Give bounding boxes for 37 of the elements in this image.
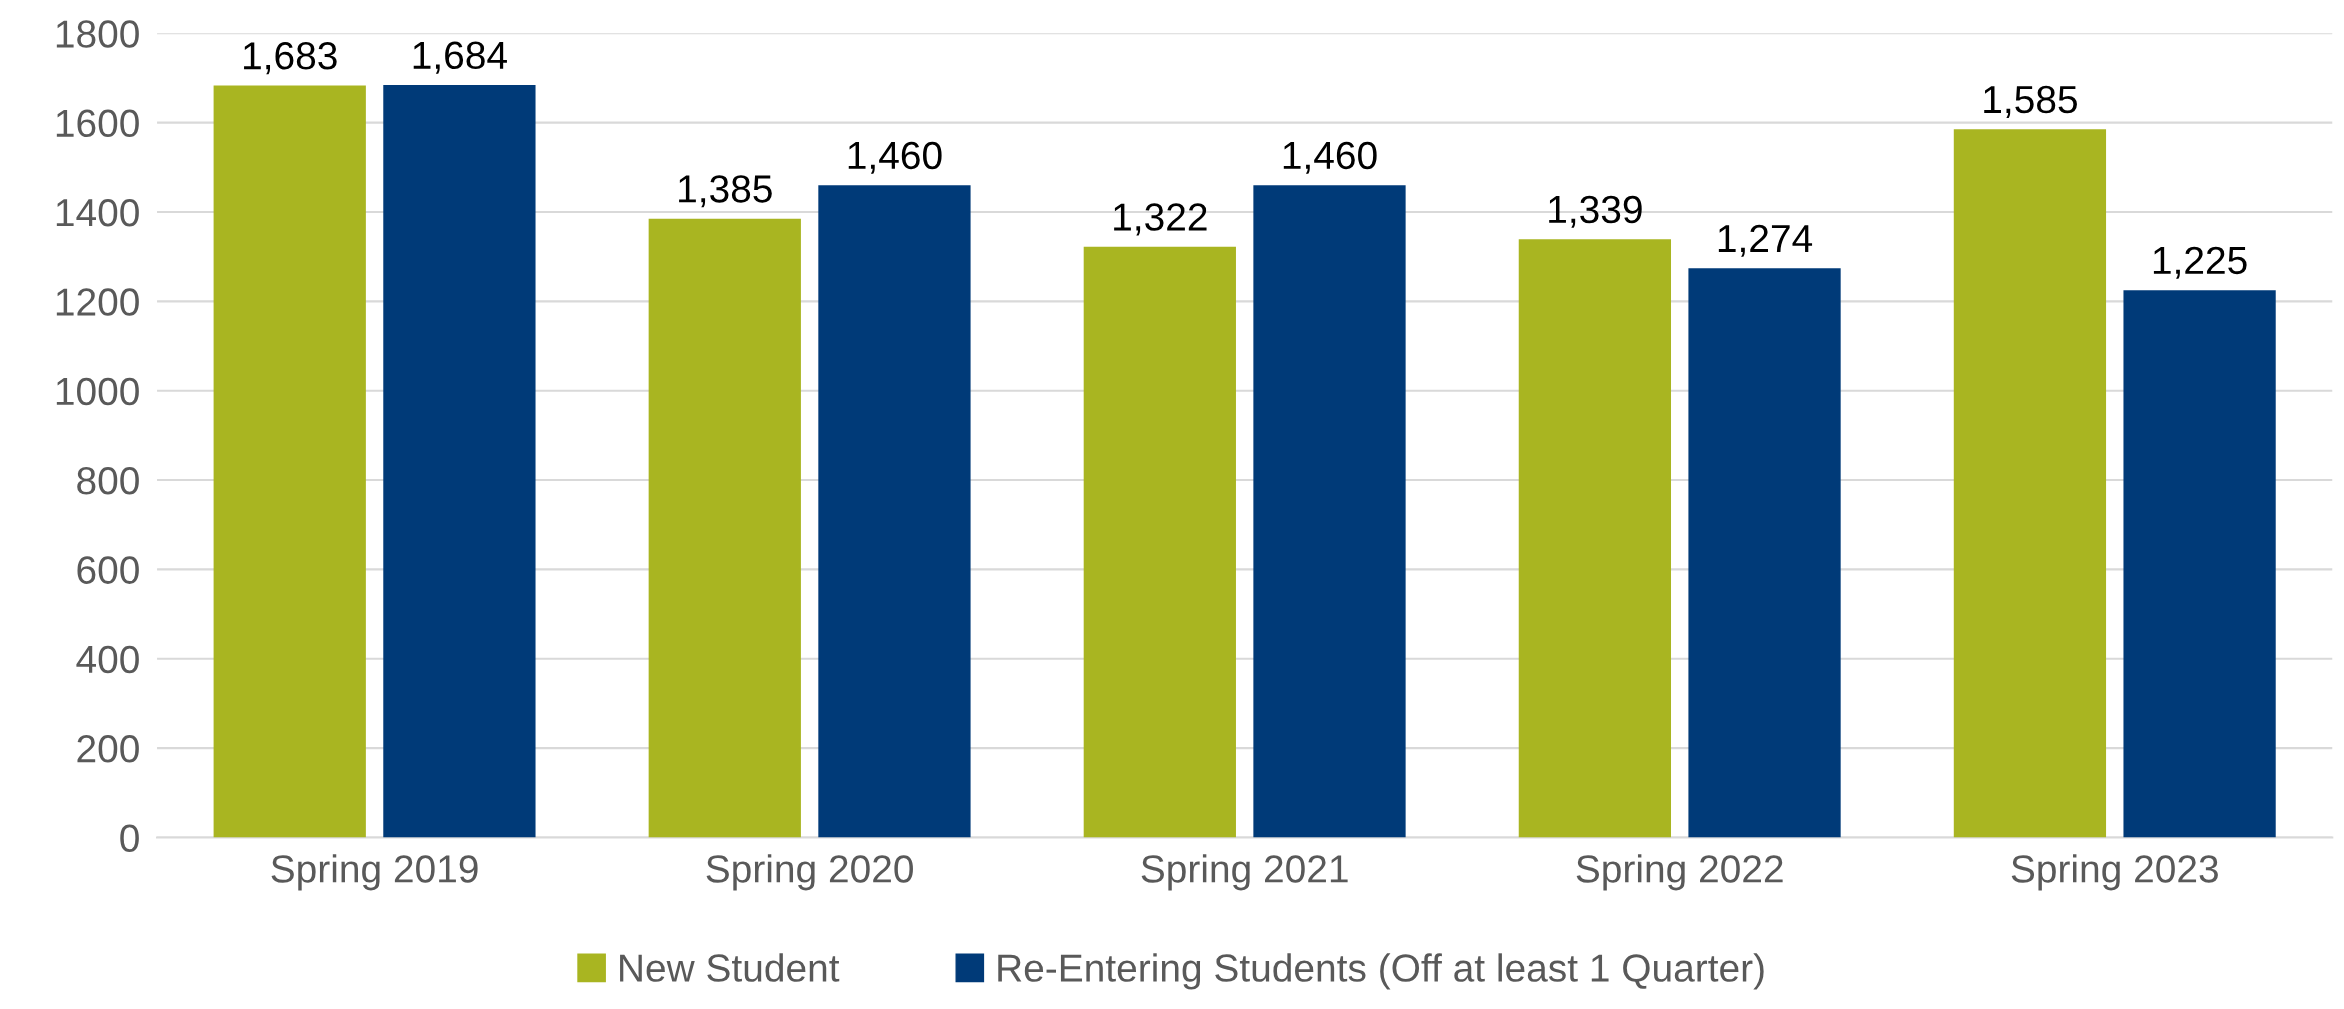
y-tick-label: 1200 — [56, 288, 139, 316]
legend-label: New Student — [620, 953, 840, 982]
data-label: 1,460 — [848, 141, 942, 174]
bar — [818, 185, 971, 838]
data-label: 1,225 — [2153, 246, 2247, 279]
bar — [1518, 239, 1672, 838]
y-tick-label: 800 — [77, 467, 139, 495]
bar — [2123, 290, 2276, 838]
y-tick-label: 600 — [77, 556, 139, 584]
y-tick-label: 0 — [120, 824, 139, 852]
bar — [648, 218, 801, 838]
y-tick-label: 400 — [76, 645, 139, 674]
y-tick-label: 1000 — [56, 377, 139, 406]
legend-label: Re-Entering Students (Off at least 1 Quarter) — [998, 953, 1764, 990]
y-tick-label: 1600 — [56, 109, 139, 138]
bar — [1253, 185, 1406, 838]
bar — [383, 85, 536, 838]
data-label: 1,585 — [1984, 85, 2077, 118]
data-label: 1,684 — [413, 41, 507, 74]
bar — [1953, 129, 2107, 838]
x-tick-label: Spring 2020 — [706, 854, 913, 891]
x-tick-label: Spring 2023 — [2011, 854, 2218, 891]
x-tick-label: Spring 2022 — [1576, 854, 1783, 891]
y-tick-label: 1400 — [56, 198, 139, 227]
y-tick-label: 1800 — [56, 20, 139, 48]
data-label: 1,339 — [1549, 195, 1642, 228]
bar — [1083, 246, 1236, 838]
bar — [1688, 268, 1841, 838]
bar — [213, 85, 366, 838]
data-label: 1,460 — [1283, 141, 1377, 174]
data-label: 1,683 — [244, 42, 337, 75]
data-label: 1,385 — [679, 175, 772, 208]
y-tick-label: 200 — [77, 735, 139, 763]
x-tick-label: Spring 2019 — [271, 854, 478, 891]
data-label: 1,322 — [1114, 203, 1207, 236]
x-tick-label: Spring 2021 — [1141, 854, 1348, 891]
data-label: 1,274 — [1718, 224, 1813, 257]
